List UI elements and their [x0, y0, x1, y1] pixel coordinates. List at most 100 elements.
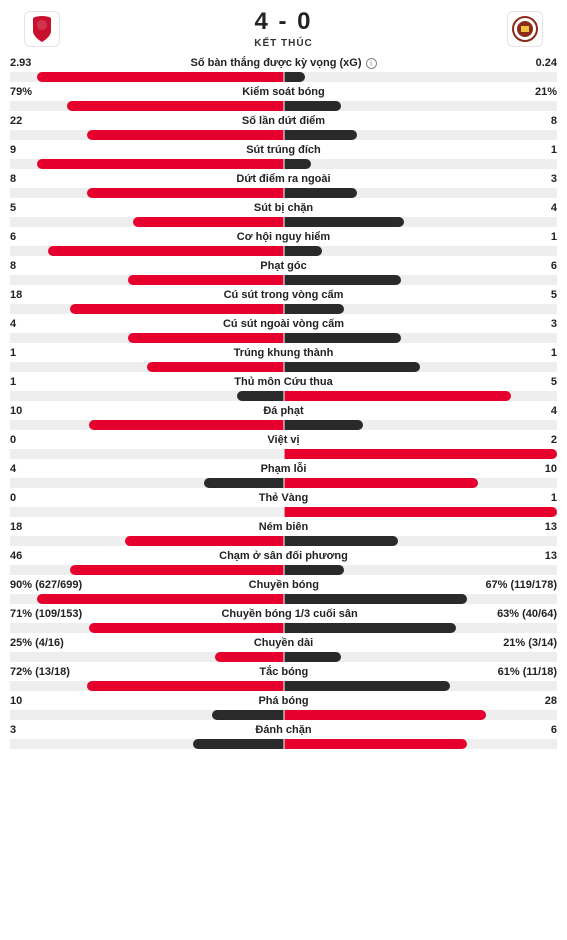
stat-bar-home [10, 130, 284, 140]
stat-bar [10, 101, 557, 111]
stat-home-value: 8 [10, 260, 60, 272]
stat-bar [10, 652, 557, 662]
stat-label: Đá phạt [60, 405, 507, 417]
liverpool-crest-icon [31, 15, 53, 43]
stat-header: 10Đá phạt4 [10, 405, 557, 417]
stat-away-value: 13 [507, 521, 557, 533]
stat-row: 8Dứt điểm ra ngoài3 [4, 169, 563, 198]
stat-home-value: 0 [10, 434, 60, 446]
stat-home-value: 1 [10, 347, 60, 359]
stat-home-value: 72% (13/18) [10, 666, 70, 678]
stat-header: 0Thẻ Vàng1 [10, 492, 557, 504]
stat-bar-away [284, 710, 558, 720]
stat-bar-away [284, 159, 558, 169]
stat-header: 4Phạm lỗi10 [10, 463, 557, 475]
stat-bar [10, 739, 557, 749]
stat-away-value: 1 [507, 492, 557, 504]
stat-label: Phá bóng [60, 695, 507, 707]
stat-label: Thẻ Vàng [60, 492, 507, 504]
stat-home-value: 4 [10, 463, 60, 475]
info-icon[interactable]: i [366, 58, 377, 69]
accrington-crest-icon [512, 16, 538, 42]
stat-bar-home [10, 72, 284, 82]
stat-label: Chuyền dài [64, 637, 503, 649]
stat-bar-home [10, 681, 284, 691]
stat-bar-away [284, 333, 558, 343]
stat-header: 90% (627/699)Chuyền bóng67% (119/178) [10, 579, 557, 591]
stat-row: 3Đánh chặn6 [4, 720, 563, 749]
stat-row: 4Phạm lỗi10 [4, 459, 563, 488]
stat-bar-home [10, 275, 284, 285]
stat-home-value: 9 [10, 144, 60, 156]
stat-label: Kiểm soát bóng [60, 86, 507, 98]
stat-bar-away [284, 275, 558, 285]
stat-away-value: 3 [507, 173, 557, 185]
stat-header: 6Cơ hội nguy hiểm1 [10, 231, 557, 243]
score-text: 4 - 0 [254, 8, 313, 36]
stat-bar-home [10, 362, 284, 372]
stat-header: 46Chạm ở sân đối phương13 [10, 550, 557, 562]
stat-bar-away [284, 130, 558, 140]
stat-bar [10, 188, 557, 198]
stat-header: 0Việt vị2 [10, 434, 557, 446]
stat-away-value: 3 [507, 318, 557, 330]
stat-home-value: 2.93 [10, 57, 60, 69]
stat-bar-away [284, 652, 558, 662]
stat-label: Việt vị [60, 434, 507, 446]
stat-home-value: 79% [10, 86, 60, 98]
stat-label: Phạm lỗi [60, 463, 507, 475]
stat-home-value: 1 [10, 376, 60, 388]
stat-bar [10, 362, 557, 372]
stat-bar-away [284, 72, 558, 82]
stat-bar [10, 420, 557, 430]
stat-home-value: 8 [10, 173, 60, 185]
stat-bar-home [10, 188, 284, 198]
stat-bar-home [10, 159, 284, 169]
stat-home-value: 71% (109/153) [10, 608, 82, 620]
stat-bar [10, 507, 557, 517]
stat-label: Chạm ở sân đối phương [60, 550, 507, 562]
stat-away-value: 10 [507, 463, 557, 475]
stat-bar-away [284, 101, 558, 111]
away-team-logo [507, 11, 543, 47]
stat-bar-away [284, 217, 558, 227]
stat-bar-home [10, 304, 284, 314]
stat-row: 0Thẻ Vàng1 [4, 488, 563, 517]
stat-row: 5Sút bị chặn4 [4, 198, 563, 227]
stat-bar-home [10, 739, 284, 749]
stat-bar [10, 72, 557, 82]
stat-away-value: 67% (119/178) [485, 579, 557, 591]
stat-bar-home [10, 217, 284, 227]
stat-header: 22Số lần dứt điểm8 [10, 115, 557, 127]
stat-home-value: 22 [10, 115, 60, 127]
stat-home-value: 46 [10, 550, 60, 562]
stat-bar-home [10, 246, 284, 256]
stat-bar [10, 594, 557, 604]
stat-away-value: 4 [507, 405, 557, 417]
stat-bar-away [284, 420, 558, 430]
stat-label: Tắc bóng [70, 666, 498, 678]
stat-bar [10, 333, 557, 343]
stat-home-value: 18 [10, 521, 60, 533]
stat-away-value: 13 [507, 550, 557, 562]
stat-row: 4Cú sút ngoài vòng cấm3 [4, 314, 563, 343]
stat-row: 0Việt vị2 [4, 430, 563, 459]
stat-away-value: 2 [507, 434, 557, 446]
stat-home-value: 4 [10, 318, 60, 330]
stat-bar-home [10, 594, 284, 604]
stat-label: Sút trúng đích [60, 144, 507, 156]
stat-bar-away [284, 565, 558, 575]
stat-label: Dứt điểm ra ngoài [60, 173, 507, 185]
stat-bar-home [10, 623, 284, 633]
stat-bar [10, 623, 557, 633]
stat-label: Cú sút trong vòng cấm [60, 289, 507, 301]
stat-bar-away [284, 188, 558, 198]
stat-away-value: 28 [507, 695, 557, 707]
stat-away-value: 1 [507, 347, 557, 359]
stat-row: 22Số lần dứt điểm8 [4, 111, 563, 140]
stat-header: 10Phá bóng28 [10, 695, 557, 707]
stat-home-value: 10 [10, 405, 60, 417]
stat-bar [10, 217, 557, 227]
home-team-logo [24, 11, 60, 47]
stat-header: 72% (13/18)Tắc bóng61% (11/18) [10, 666, 557, 678]
